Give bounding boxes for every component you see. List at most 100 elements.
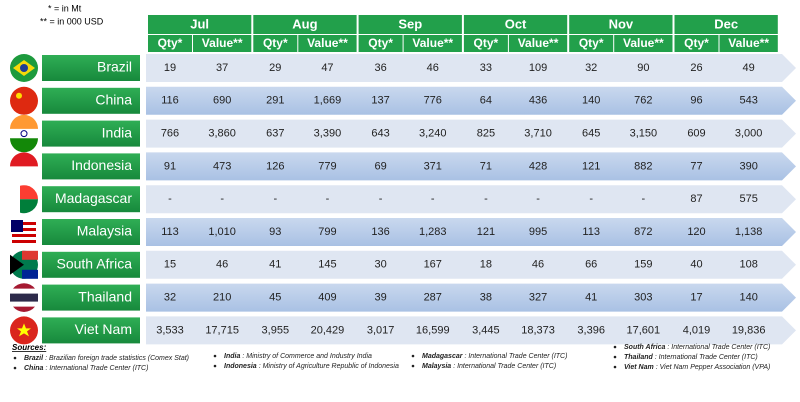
source-name: China bbox=[24, 365, 44, 372]
cell-value: 4,019 bbox=[683, 324, 711, 336]
sub-header bbox=[193, 35, 252, 52]
cell-value: 45 bbox=[269, 292, 281, 304]
cell-value: 766 bbox=[161, 128, 179, 140]
flag bbox=[10, 114, 38, 153]
flag bbox=[10, 185, 38, 214]
cell-value: 3,445 bbox=[472, 324, 500, 336]
month-label: Dec bbox=[714, 16, 738, 31]
source-item: Indonesia: Ministry of Agriculture Repub… bbox=[224, 363, 399, 370]
month-label: Jul bbox=[190, 16, 209, 31]
cell-value: 609 bbox=[687, 128, 705, 140]
cell-value: 1,669 bbox=[314, 95, 342, 107]
sub-header bbox=[719, 35, 778, 52]
cell-value: 113 bbox=[161, 226, 179, 238]
cell-value: 3,533 bbox=[156, 324, 184, 336]
month-label: Oct bbox=[505, 16, 527, 31]
cell-value: 90 bbox=[637, 62, 649, 74]
cell-value: - bbox=[484, 193, 488, 205]
flag bbox=[10, 152, 38, 167]
flag bbox=[10, 293, 38, 302]
cell-value: - bbox=[168, 193, 172, 205]
source-item: Brazil: Brazilian foreign trade statisti… bbox=[24, 355, 189, 362]
cell-value: 303 bbox=[634, 292, 652, 304]
flag bbox=[22, 269, 38, 279]
cell-value: 38 bbox=[480, 292, 492, 304]
cell-value: 41 bbox=[269, 259, 281, 271]
bullet bbox=[613, 345, 617, 349]
cell-value: 71 bbox=[480, 160, 492, 172]
source-name: Madagascar bbox=[422, 353, 464, 360]
cell-value: 46 bbox=[216, 259, 228, 271]
flag bbox=[13, 283, 35, 289]
month-label: Nov bbox=[609, 16, 634, 31]
column-label: Value** bbox=[307, 36, 348, 50]
row-bar bbox=[146, 185, 796, 214]
cell-value: 18 bbox=[480, 259, 492, 271]
cell-value: - bbox=[642, 193, 646, 205]
source-item: China: International Trade Center (ITC) bbox=[24, 365, 148, 372]
cell-value: 46 bbox=[532, 259, 544, 271]
cell-value: 167 bbox=[424, 259, 442, 271]
flag bbox=[10, 86, 38, 115]
cell-value: 3,396 bbox=[577, 324, 605, 336]
flag bbox=[12, 234, 36, 237]
cell-value: 645 bbox=[582, 128, 600, 140]
source-text: : Brazilian foreign trade statistics (Co… bbox=[45, 355, 189, 362]
cell-value: - bbox=[431, 193, 435, 205]
cell-value: 1,138 bbox=[735, 226, 763, 238]
cell-value: 428 bbox=[529, 160, 547, 172]
flag bbox=[22, 250, 38, 260]
cell-value: 126 bbox=[266, 160, 284, 172]
source-name: India bbox=[224, 353, 240, 360]
source-text: : International Trade Center (ITC) bbox=[45, 365, 148, 372]
flag bbox=[17, 323, 31, 337]
flag bbox=[20, 130, 28, 138]
source-text: : Ministry of Agriculture Republic of In… bbox=[259, 363, 399, 370]
cell-value: 390 bbox=[739, 160, 757, 172]
cell-value: 121 bbox=[477, 226, 495, 238]
cell-value: 15 bbox=[164, 259, 176, 271]
sub-header bbox=[253, 35, 298, 52]
month-label: Sep bbox=[398, 16, 422, 31]
cell-value: 32 bbox=[164, 292, 176, 304]
flag bbox=[20, 64, 28, 72]
source-text: : International Trade Center (ITC) bbox=[453, 363, 556, 370]
flag bbox=[10, 250, 38, 279]
cell-value: 16,599 bbox=[416, 324, 450, 336]
sub-header bbox=[508, 35, 568, 52]
bullet bbox=[411, 364, 415, 368]
cell-value: 46 bbox=[427, 62, 439, 74]
source-name: Malaysia bbox=[422, 363, 451, 370]
country-label: Brazil bbox=[97, 59, 132, 75]
country-box bbox=[42, 87, 140, 114]
cell-value: - bbox=[220, 193, 224, 205]
column-label: Value** bbox=[623, 36, 664, 50]
cell-value: 96 bbox=[690, 95, 702, 107]
bullet bbox=[411, 354, 415, 358]
flag bbox=[12, 240, 36, 243]
source-name: Thailand bbox=[624, 354, 654, 361]
column-label: Value** bbox=[728, 36, 769, 50]
cell-value: 762 bbox=[634, 95, 652, 107]
cell-value: 291 bbox=[266, 95, 284, 107]
cell-value: 872 bbox=[634, 226, 652, 238]
cell-value: 140 bbox=[739, 292, 757, 304]
cell-value: 371 bbox=[424, 160, 442, 172]
source-item: India: Ministry of Commerce and Industry… bbox=[224, 353, 372, 360]
source-text: : International Trade Center (ITC) bbox=[655, 354, 758, 361]
cell-value: 3,390 bbox=[314, 128, 342, 140]
cell-value: 47 bbox=[321, 62, 333, 74]
column-label: Qty* bbox=[158, 36, 183, 50]
source-name: South Africa bbox=[624, 344, 665, 351]
sub-header bbox=[148, 35, 192, 52]
month-header bbox=[674, 15, 778, 34]
flag bbox=[10, 152, 38, 181]
source-item: Malaysia: International Trade Center (IT… bbox=[422, 363, 556, 370]
cell-value: 41 bbox=[585, 292, 597, 304]
cell-value: 779 bbox=[318, 160, 336, 172]
cell-value: 825 bbox=[477, 128, 495, 140]
cell-value: 108 bbox=[739, 259, 757, 271]
flag bbox=[20, 185, 38, 200]
cell-value: 637 bbox=[266, 128, 284, 140]
